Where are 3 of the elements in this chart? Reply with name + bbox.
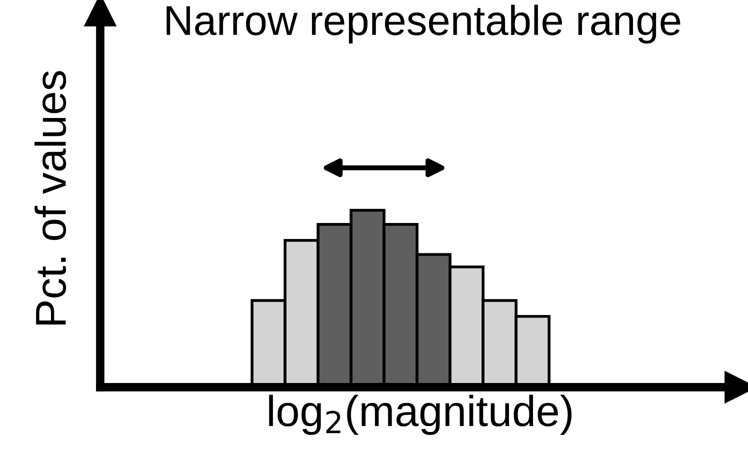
- x-axis-title: log$_{2}$(magnitude): [269, 394, 572, 435]
- chart-title: Narrow representable range: [166, 4, 680, 44]
- y-axis-title: Pct. of values: [34, 71, 66, 324]
